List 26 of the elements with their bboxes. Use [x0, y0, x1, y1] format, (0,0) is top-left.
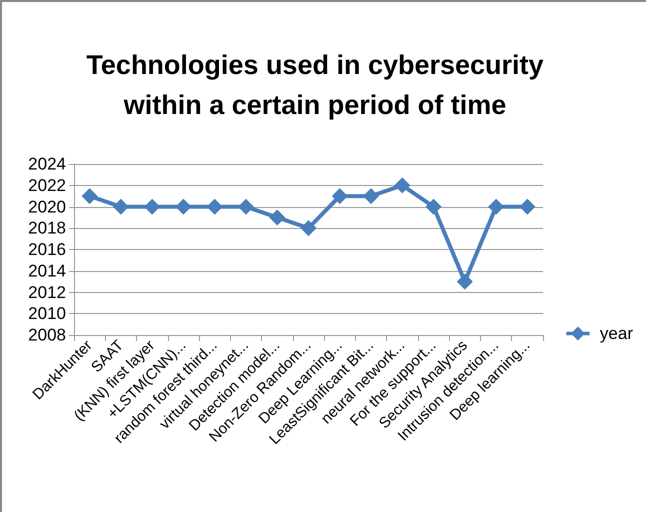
y-tick-label: 2024 — [28, 154, 66, 174]
point — [519, 198, 536, 215]
point — [144, 198, 160, 215]
point — [456, 274, 473, 290]
point — [332, 188, 348, 204]
legend-label: year — [600, 324, 634, 343]
y-tick-label: 2022 — [28, 176, 66, 195]
y-tick-label: 2012 — [28, 282, 66, 302]
point — [238, 198, 254, 215]
point — [82, 188, 98, 204]
point — [488, 198, 504, 215]
y-tick-label: 2014 — [28, 261, 66, 280]
y-tick-label: 2016 — [28, 240, 66, 259]
y-tick-label: 2018 — [28, 218, 66, 238]
point — [175, 198, 192, 215]
point — [269, 209, 286, 226]
point — [300, 220, 316, 236]
point — [363, 188, 380, 204]
y-tick-label: 2020 — [28, 197, 66, 216]
y-tick-label: 2008 — [28, 326, 66, 344]
point — [112, 198, 129, 215]
point — [206, 198, 223, 215]
point — [426, 198, 442, 215]
point — [394, 177, 410, 194]
chart-title: Technologies used in cybersecurity within a certain period of time — [86, 50, 544, 120]
y-tick-label: 2010 — [28, 304, 66, 324]
